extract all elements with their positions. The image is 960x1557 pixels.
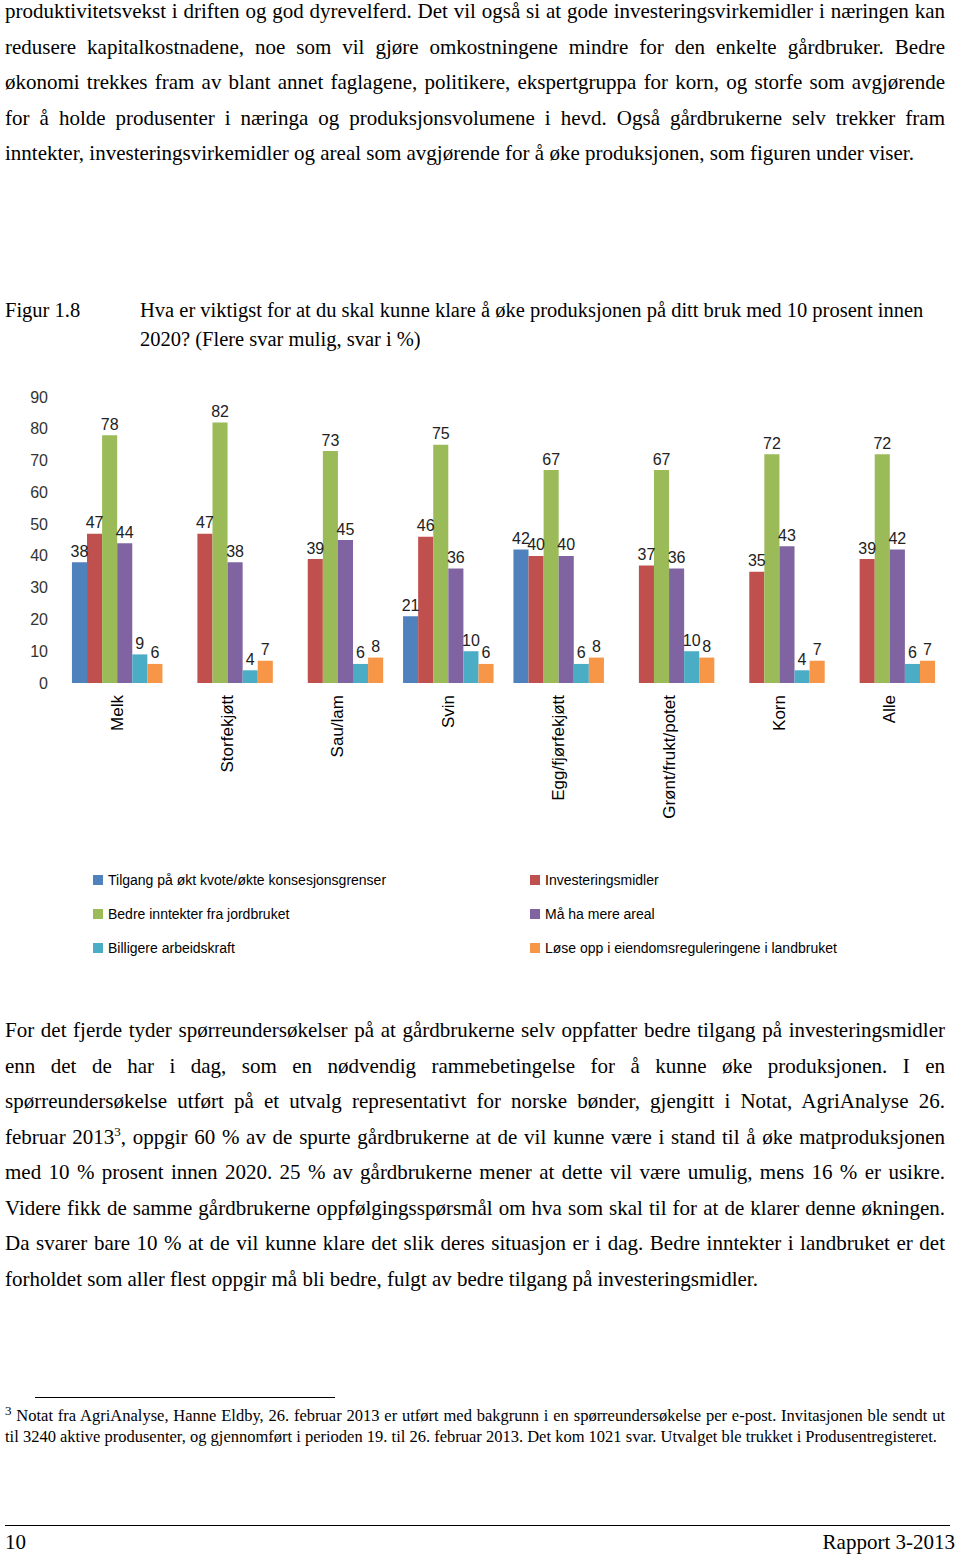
svg-text:39: 39 [306,540,324,557]
svg-text:70: 70 [30,452,48,469]
svg-text:30: 30 [30,579,48,596]
svg-text:8: 8 [371,638,380,655]
svg-text:36: 36 [668,549,686,566]
html-text:produktivitetsvekst i driften: produktivitetsvekst i driften og god dyr… [5,0,945,165]
svg-text:6: 6 [356,644,365,661]
svg-text:21: 21 [402,597,420,614]
svg-text:4: 4 [798,651,807,668]
svg-text:40: 40 [30,547,48,564]
svg-text:35: 35 [748,552,766,569]
svg-text:Løse opp i eiendomsreguleringe: Løse opp i eiendomsreguleringene i landb… [545,940,837,956]
svg-text:10: 10 [683,632,701,649]
svg-text:Billigere arbeidskraft: Billigere arbeidskraft [108,940,235,956]
svg-text:6: 6 [150,644,159,661]
svg-text:46: 46 [417,517,435,534]
svg-text:47: 47 [196,514,214,531]
html-text:Hva er viktigst for at du skal: Hva er viktigst for at du skal kunne kla… [140,299,924,350]
svg-text:8: 8 [592,638,601,655]
svg-text:42: 42 [888,530,906,547]
html-text:For det fjerde tyder spørreund: For det fjerde tyder spørreundersøkelser… [5,1018,945,1291]
svg-text:40: 40 [527,536,545,553]
svg-text:6: 6 [577,644,586,661]
svg-text:72: 72 [873,435,891,452]
svg-text:78: 78 [101,416,119,433]
svg-text:67: 67 [542,451,560,468]
svg-text:43: 43 [778,527,796,544]
svg-text:Grønt/frukt/potet: Grønt/frukt/potet [660,695,679,819]
svg-text:44: 44 [116,524,134,541]
svg-text:Sau/lam: Sau/lam [328,695,347,757]
svg-text:Må ha mere areal: Må ha mere areal [545,906,655,922]
svg-text:Egg/fjørfekjøtt: Egg/fjørfekjøtt [549,695,568,801]
svg-text:7: 7 [813,641,822,658]
svg-text:Bedre inntekter fra jordbruket: Bedre inntekter fra jordbruket [108,906,289,922]
svg-text:8: 8 [702,638,711,655]
svg-text:37: 37 [638,546,656,563]
svg-text:42: 42 [512,530,530,547]
svg-text:82: 82 [211,403,229,420]
svg-text:47: 47 [86,514,104,531]
svg-text:6: 6 [482,644,491,661]
svg-text:10: 10 [30,643,48,660]
svg-text:38: 38 [226,543,244,560]
svg-text:60: 60 [30,484,48,501]
svg-text:Investeringsmidler: Investeringsmidler [545,872,659,888]
svg-text:Melk: Melk [108,695,127,731]
svg-text:7: 7 [923,641,932,658]
svg-text:Storfekjøtt: Storfekjøtt [218,695,237,773]
svg-text:10: 10 [462,632,480,649]
html-text:Rapport 3-2013: Rapport 3-2013 [822,1530,955,1554]
html-text:3 Notat fra AgriAnalyse, Hanne: 3 Notat fra AgriAnalyse, Hanne Eldby, 26… [5,1402,945,1446]
svg-text:36: 36 [447,549,465,566]
svg-text:80: 80 [30,420,48,437]
svg-text:39: 39 [858,540,876,557]
svg-text:Alle: Alle [880,695,899,723]
svg-text:0: 0 [39,675,48,692]
svg-text:50: 50 [30,516,48,533]
svg-text:75: 75 [432,425,450,442]
svg-text:73: 73 [321,432,339,449]
svg-text:6: 6 [908,644,917,661]
svg-text:Tilgang på økt kvote/økte kons: Tilgang på økt kvote/økte konsesjonsgren… [108,872,386,888]
svg-text:20: 20 [30,611,48,628]
svg-text:Svin: Svin [439,695,458,728]
svg-text:4: 4 [246,651,255,668]
svg-text:40: 40 [557,536,575,553]
svg-text:9: 9 [135,635,144,652]
svg-text:72: 72 [763,435,781,452]
svg-text:67: 67 [653,451,671,468]
html-text:Figur 1.8: Figur 1.8 [5,299,81,321]
svg-text:45: 45 [337,521,355,538]
svg-text:7: 7 [261,641,270,658]
svg-text:38: 38 [71,543,89,560]
svg-text:Korn: Korn [770,695,789,731]
svg-text:90: 90 [30,389,48,406]
html-text:10: 10 [5,1530,26,1554]
